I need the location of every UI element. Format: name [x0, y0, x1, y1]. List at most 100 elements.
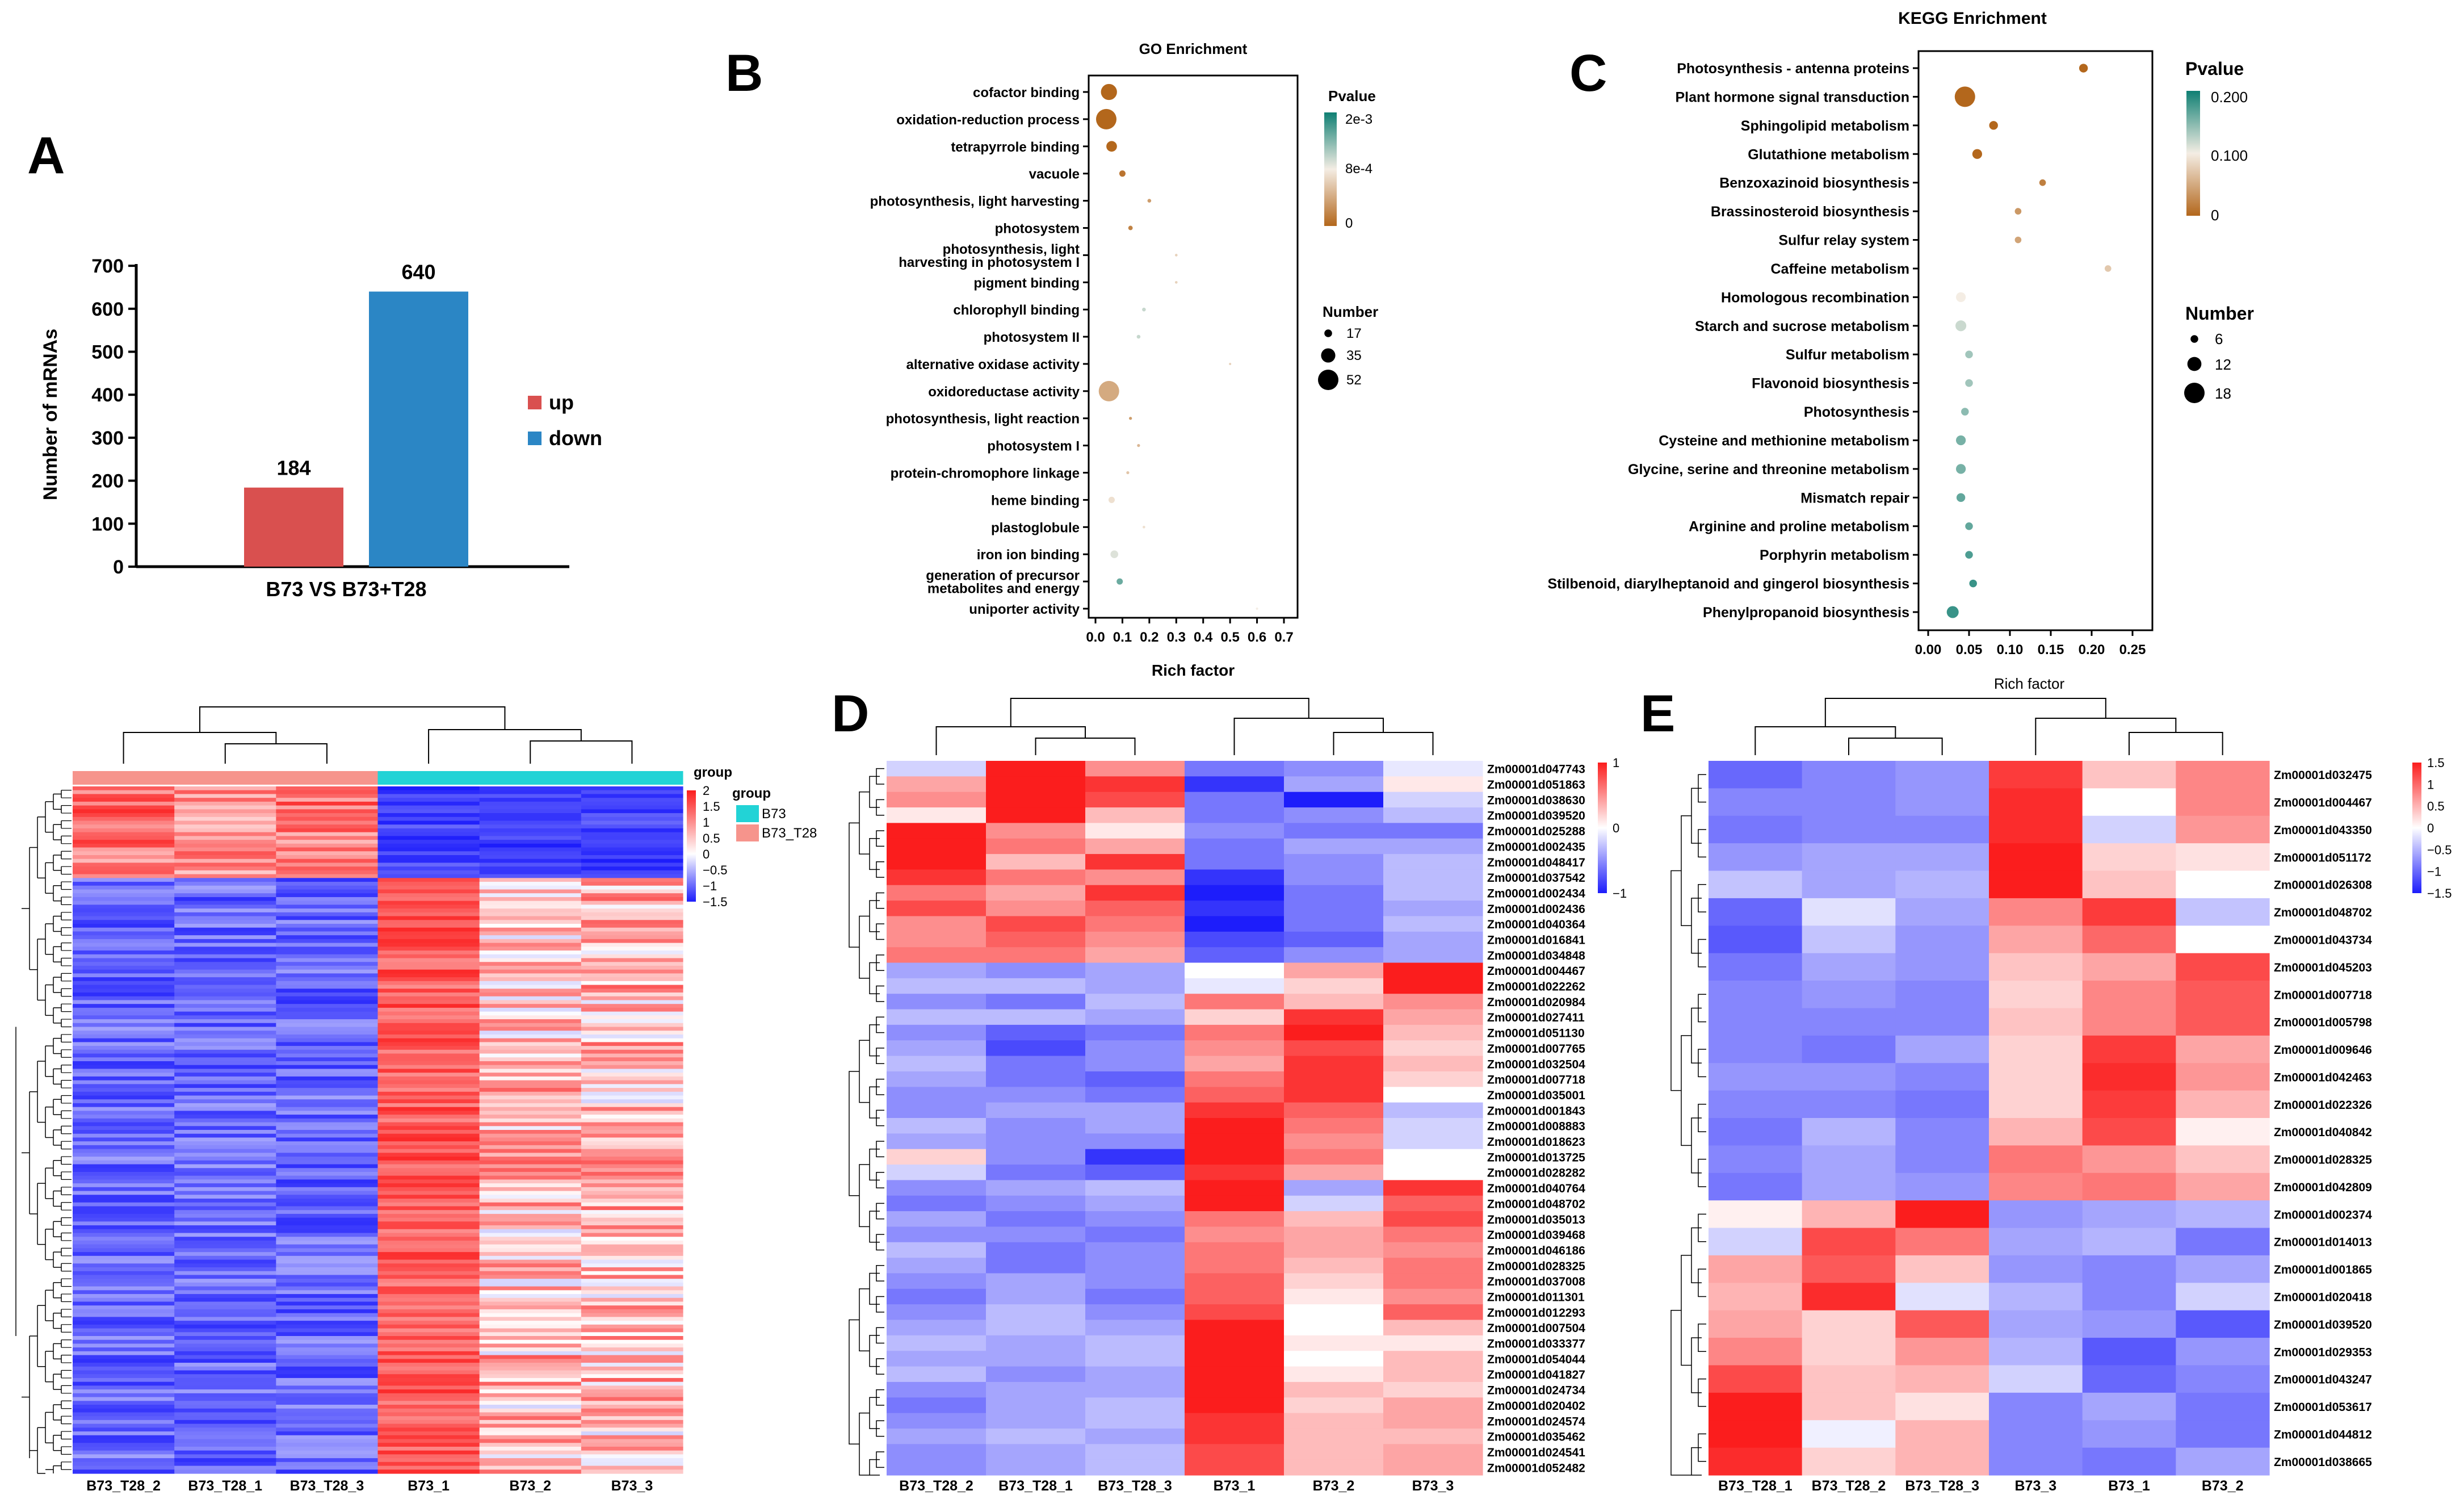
heatmap1-cell: [377, 878, 480, 882]
heatmap1-cell: [377, 1328, 480, 1333]
heatmap1-column-label: B73_2: [509, 1478, 551, 1494]
heatmap1-cell: [479, 939, 582, 944]
heatmap-cell-heatE: [2082, 870, 2176, 899]
heatmap1-cell: [174, 1389, 276, 1394]
heatmap1-cell: [377, 1282, 480, 1287]
heatmap1-cell: [174, 836, 276, 840]
heatmap-cell-heatD: [1383, 838, 1483, 855]
heatmap1-cell: [174, 1065, 276, 1070]
heatmap1-group-cell: [377, 771, 480, 785]
heatmap1-cell: [73, 908, 175, 913]
heatmap-cell-heatE: [2082, 981, 2176, 1009]
heatmap1-cell: [276, 920, 379, 924]
heatmap1-cell: [377, 1332, 480, 1337]
x-tick-label-panelB: 0.6: [1248, 630, 1266, 645]
panel-letter-d: D: [832, 685, 869, 743]
heatmap1-cell: [73, 1294, 175, 1299]
heatmap1-cell: [276, 1339, 379, 1345]
heatmap1-cell: [174, 920, 276, 924]
heatmap1-cell: [479, 1007, 582, 1012]
pvalue-colorbar-panelB: [1324, 112, 1337, 226]
heatmap1-column-label: B73_1: [408, 1478, 450, 1494]
heatmap1-cell: [581, 989, 683, 993]
heatmap-cell-heatD: [986, 1226, 1086, 1243]
heatmap-cell-heatE: [1895, 1283, 1989, 1311]
pvalue-tick-mid-c: 0.100: [2211, 147, 2248, 164]
heatmap-cell-heatD: [1284, 885, 1384, 901]
heatmap1-cell: [377, 1255, 480, 1261]
heatmap-cell-heatD: [1284, 947, 1384, 964]
heatmap-cell-heatE: [1709, 1008, 1803, 1036]
heatmap1-cell: [73, 1225, 175, 1230]
heatmap1-cell: [174, 1007, 276, 1012]
y-axis-label-a: Number of mRNAs: [40, 329, 61, 500]
heatmap-cell-heatD: [1284, 792, 1384, 808]
heatmap1-cell: [174, 1339, 276, 1345]
size-legend-dot-panelC: [2187, 357, 2202, 371]
heatmap1-cell: [276, 1363, 379, 1367]
heatmap-cell-heatE: [2176, 1365, 2270, 1393]
heatmap1-cell: [73, 1160, 175, 1165]
x-axis-label-a: B73 VS B73+T28: [266, 577, 426, 601]
heatmap-cell-heatE: [1989, 1172, 2083, 1201]
heatmap1-cell: [377, 1454, 480, 1459]
heatmap-row-label-heatD: Zm00001d012293: [1487, 1306, 1585, 1320]
heatmap1-cell: [73, 1450, 175, 1455]
heatmap-cell-heatE: [1709, 1200, 1803, 1229]
heatmap1-cell: [174, 1385, 276, 1390]
number-legend-title-c: Number: [2185, 303, 2254, 324]
heatmap1-cell: [479, 1412, 582, 1417]
heatmap1-cell: [581, 1145, 683, 1150]
heatmap1-cell: [377, 1317, 480, 1321]
heatmap-cell-heatD: [1284, 1428, 1384, 1444]
heatmap1-cell: [174, 924, 276, 928]
heatmap1-cell: [276, 947, 379, 951]
heatmap1-cell: [276, 1255, 379, 1261]
heatmap1-cell: [276, 878, 379, 882]
heatmap1-cell: [276, 989, 379, 993]
heatmap-row-label-heatD: Zm00001d007718: [1487, 1074, 1585, 1087]
heatmap1-cell: [479, 989, 582, 993]
term-label-panelC: Starch and sucrose metabolism: [1695, 319, 1909, 334]
heatmap-cell-heatD: [1185, 838, 1285, 855]
heatmap1-cell: [581, 794, 683, 798]
heatmap-row-label-heatE: Zm00001d040842: [2274, 1126, 2372, 1139]
heatmap1-cell: [479, 813, 582, 818]
heatmap1-column-label: B73_T28_3: [290, 1478, 364, 1494]
heatmap1-cell: [73, 878, 175, 882]
heatmap1-cell: [73, 904, 175, 909]
heatmap1-cell: [73, 1321, 175, 1325]
heatmap-cell-heatD: [887, 1397, 987, 1414]
heatmap1-cell: [377, 1363, 480, 1367]
heatmap1-cell: [276, 1088, 379, 1092]
heatmap1-cell: [581, 1088, 683, 1092]
heatmap-cell-heatD: [1284, 1459, 1384, 1476]
heatmap1-cell: [581, 1195, 683, 1199]
heatmap1-cell: [479, 1084, 582, 1088]
row-dendrogram-branch-heatD: [869, 1335, 880, 1367]
heatmap1-cell: [73, 935, 175, 940]
term-label-panelC: Stilbenoid, diarylheptanoid and gingerol…: [1547, 576, 1909, 592]
heatmap-cell-heatE: [1895, 1090, 1989, 1119]
pvalue-legend-title-b: Pvalue: [1328, 87, 1376, 104]
heatmap1-cell: [276, 1267, 379, 1272]
heatmap-cell-heatD: [1185, 1071, 1285, 1087]
heatmap1-cell: [73, 1000, 175, 1004]
y-tick-label-a: 0: [113, 556, 124, 578]
heatmap1-cell: [479, 1233, 582, 1237]
heatmap1-cell: [479, 1061, 582, 1066]
heatmap-row-label-heatD: Zm00001d051130: [1487, 1027, 1585, 1040]
heatmap-row-label-heatD: Zm00001d038630: [1487, 794, 1585, 807]
heatmap1-cell: [581, 1381, 683, 1386]
heatmap1-cell: [581, 809, 683, 814]
heatmap1-cell: [479, 1397, 582, 1401]
heatmap-cell-heatE: [1989, 1090, 2083, 1119]
heatmap-cell-heatD: [1085, 1024, 1185, 1041]
heatmap1-cell: [73, 1416, 175, 1421]
row-dendrogram-branch-heatD: [869, 1086, 880, 1119]
heatmap1-cell: [479, 1450, 582, 1455]
heatmap1-cell: [276, 1401, 379, 1405]
heatmap1-cell: [581, 870, 683, 875]
pvalue-tick-high-b: 2e-3: [1345, 112, 1372, 127]
heatmap-cell-heatD: [1284, 1335, 1384, 1351]
